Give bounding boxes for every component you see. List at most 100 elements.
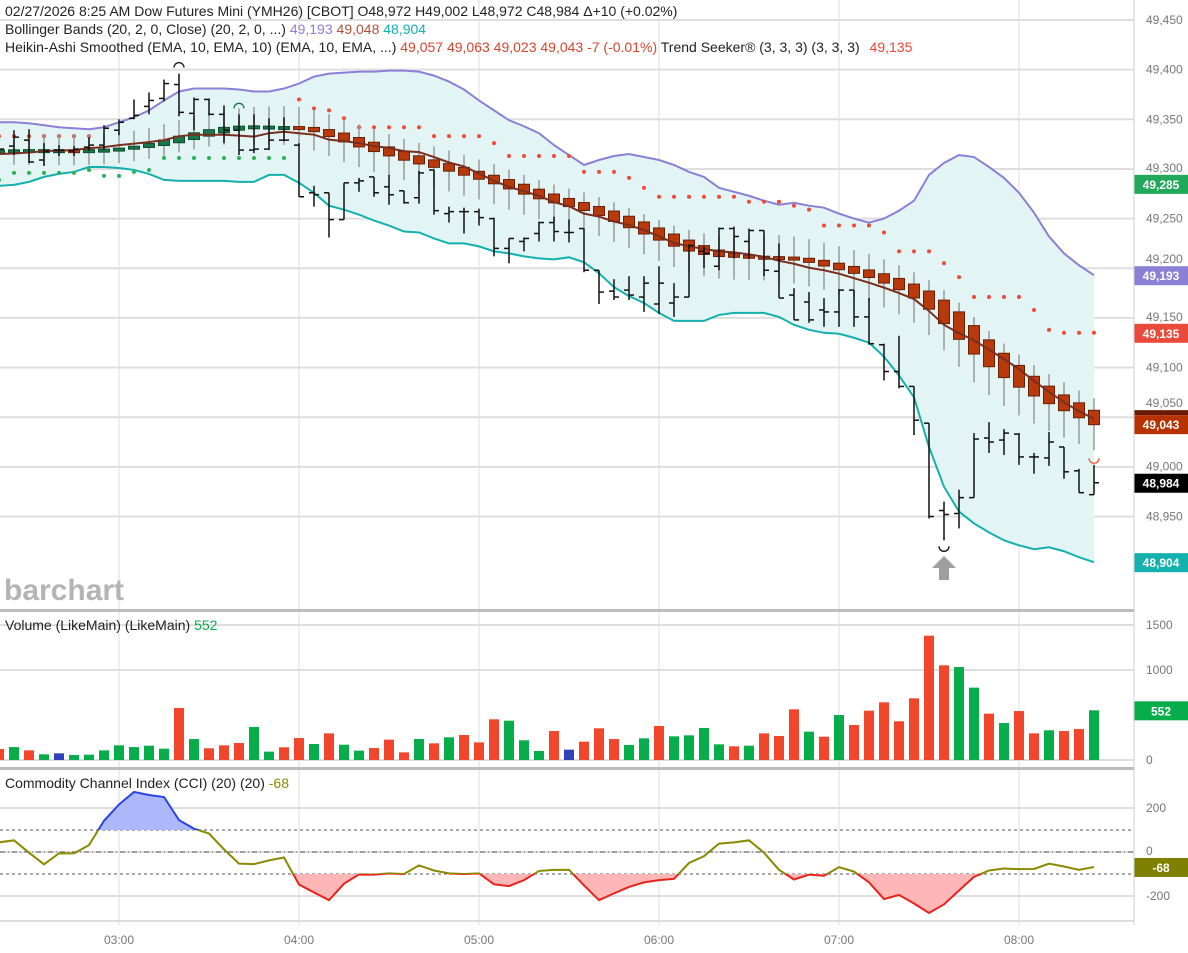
heikin-ashi-candle[interactable] [803,257,815,263]
heikin-ashi-candle[interactable] [818,259,830,267]
ohlc-bar[interactable] [999,429,1009,455]
volume-bar[interactable] [1014,711,1024,760]
ohlc-bar[interactable] [654,266,664,314]
ohlc-bar[interactable] [159,79,169,102]
ohlc-bar[interactable] [264,118,274,151]
heikin-ashi-candle[interactable] [953,311,965,340]
volume-bar[interactable] [219,745,229,760]
volume-bar[interactable] [1044,730,1054,760]
ohlc-bar[interactable] [9,130,19,156]
volume-bar[interactable] [609,739,619,760]
ohlc-bar[interactable] [744,228,754,259]
heikin-ashi-candle[interactable] [443,163,455,172]
volume-bar[interactable] [684,735,694,760]
ohlc-bar[interactable] [1089,464,1099,496]
ohlc-bar[interactable] [144,92,154,115]
volume-bar[interactable] [939,665,949,760]
volume-bar[interactable] [789,709,799,760]
ohlc-bar[interactable] [459,207,469,234]
heikin-ashi-candle[interactable] [593,206,605,217]
ohlc-bar[interactable] [774,243,784,299]
ohlc-bar[interactable] [234,114,244,156]
volume-bar[interactable] [414,739,424,760]
volume-bar[interactable] [54,753,64,760]
volume-bar[interactable] [954,667,964,760]
heikin-ashi-candle[interactable] [833,262,845,271]
ohlc-bar[interactable] [924,422,934,519]
ohlc-bar[interactable] [879,343,889,381]
heikin-ashi-candle[interactable] [998,352,1010,379]
ohlc-bar[interactable] [129,99,139,120]
ohlc-bar[interactable] [804,292,814,323]
heikin-ashi-candle[interactable] [293,126,305,131]
volume-bar[interactable] [324,733,334,760]
cci-pane[interactable]: -68 [0,790,1188,915]
volume-bar[interactable] [159,748,169,760]
volume-bar[interactable] [774,735,784,760]
volume-bar[interactable] [69,754,79,760]
ohlc-bar[interactable] [474,208,484,226]
ohlc-bar[interactable] [249,114,259,154]
ohlc-bar[interactable] [849,289,859,327]
volume-bar[interactable] [849,724,859,760]
heikin-ashi-candle[interactable] [323,129,335,138]
ohlc-bar[interactable] [369,176,379,197]
volume-bar[interactable] [474,742,484,760]
ohlc-bar[interactable] [579,227,589,273]
ohlc-bar[interactable] [339,182,349,221]
volume-bar[interactable] [384,739,394,760]
ohlc-bar[interactable] [894,335,904,389]
ohlc-bar[interactable] [594,269,604,304]
ohlc-bar[interactable] [414,170,424,204]
volume-bar[interactable] [639,738,649,760]
ohlc-bar[interactable] [1074,468,1084,494]
volume-bar[interactable] [459,734,469,760]
ohlc-bar[interactable] [504,237,514,264]
volume-bar[interactable] [429,743,439,760]
ohlc-bar[interactable] [219,105,229,144]
volume-bar[interactable] [99,750,109,760]
volume-bar[interactable] [144,745,154,760]
ohlc-bar[interactable] [534,221,544,242]
heikin-ashi-candle[interactable] [128,145,140,150]
volume-bar[interactable] [24,750,34,760]
volume-bar[interactable] [264,751,274,760]
volume-bar[interactable] [624,744,634,760]
ohlc-bar[interactable] [399,190,409,204]
ohlc-bar[interactable] [174,73,184,117]
volume-bar[interactable] [309,743,319,760]
ohlc-bar[interactable] [309,185,319,207]
heikin-ashi-candle[interactable] [878,273,890,284]
volume-bar[interactable] [759,733,769,760]
volume-bar[interactable] [1074,729,1084,760]
ohlc-bar[interactable] [864,298,874,345]
ohlc-bar[interactable] [384,174,394,205]
ohlc-bar[interactable] [189,97,199,131]
volume-bar[interactable] [84,754,94,760]
ohlc-bar[interactable] [1044,432,1054,466]
heikin-ashi-candle[interactable] [308,126,320,133]
ohlc-bar[interactable] [99,125,109,151]
volume-bar[interactable] [804,731,814,760]
ohlc-bar[interactable] [909,385,919,436]
volume-bar[interactable] [444,737,454,760]
ohlc-bar[interactable] [609,279,619,301]
volume-bar[interactable] [969,687,979,760]
volume-bar[interactable] [999,723,1009,760]
volume-bar[interactable] [1029,733,1039,760]
heikin-ashi-candle[interactable] [788,256,800,261]
volume-bar[interactable] [879,702,889,760]
ohlc-bar[interactable] [984,422,994,453]
volume-bar[interactable] [189,739,199,760]
ohlc-bar[interactable] [1059,446,1069,479]
heikin-ashi-candle[interactable] [383,146,395,157]
volume-bar[interactable] [729,746,739,760]
volume-bar[interactable] [924,635,934,760]
heikin-ashi-candle[interactable] [0,149,5,154]
volume-bar[interactable] [399,752,409,760]
volume-bar[interactable] [654,725,664,760]
volume-bar[interactable] [534,751,544,760]
ohlc-bar[interactable] [714,227,724,271]
ohlc-bar[interactable] [939,501,949,541]
volume-bar[interactable] [819,736,829,760]
